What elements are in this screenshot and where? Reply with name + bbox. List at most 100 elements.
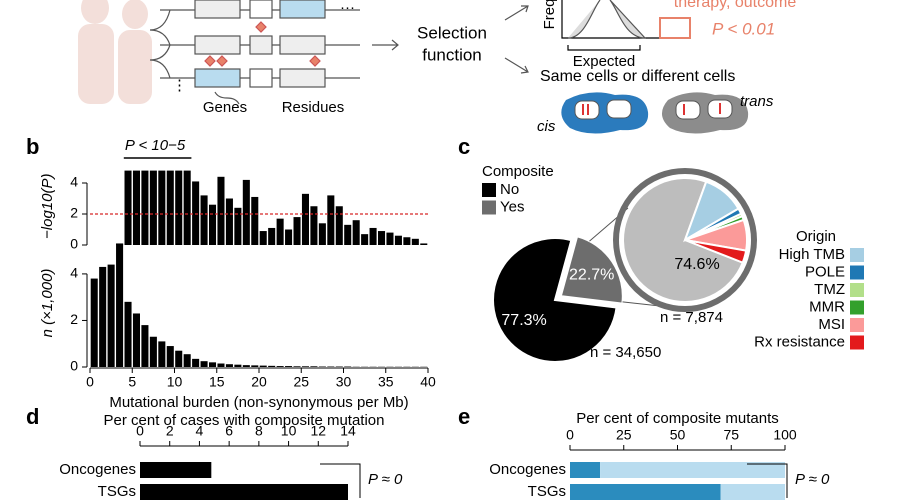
x-tick-label: 15 (209, 374, 225, 390)
panel-label: e (458, 404, 470, 429)
gene-box (194, 0, 241, 19)
bar (90, 278, 98, 367)
freq-label: Freq (541, 0, 558, 29)
bar (268, 365, 276, 367)
pie-slice (622, 177, 745, 303)
legend-label: POLE (805, 263, 845, 280)
mutation (582, 104, 589, 115)
y-axis-label: n (×1,000) (39, 269, 56, 338)
bar (124, 170, 132, 245)
x-tick-label: 8 (255, 423, 263, 439)
bar (411, 238, 419, 245)
branch (149, 9, 171, 46)
x-tick-label: 10 (167, 374, 183, 390)
mutation (683, 103, 721, 115)
therapy-label: therapy, outcome (674, 0, 797, 11)
legend-swatch (850, 318, 864, 332)
legend-label: TMZ (814, 281, 845, 298)
bar (107, 264, 115, 367)
pie-slice (559, 235, 624, 305)
x-tick-label: 4 (196, 423, 204, 439)
bar (132, 170, 140, 245)
ring (613, 168, 757, 312)
bar (132, 313, 140, 367)
y-tick-label: 2 (70, 205, 78, 221)
bracket (567, 45, 641, 51)
axis (561, 0, 690, 39)
bar (200, 195, 208, 245)
legend-swatch (482, 183, 496, 197)
bar (183, 354, 191, 367)
y-axis-label: −log10(P) (39, 174, 56, 239)
category-label: TSGs (98, 483, 136, 500)
legend-swatch (850, 265, 864, 280)
annotation: P ≈ 0 (368, 471, 403, 488)
bar (225, 364, 233, 367)
gene-box (194, 68, 241, 88)
panel-label: b (26, 134, 39, 159)
x-tick-label: 100 (773, 427, 797, 443)
ellipsis: ··· (340, 0, 355, 16)
pie-slice (492, 237, 618, 363)
bar (242, 365, 250, 367)
bar (420, 243, 428, 245)
bar (192, 181, 200, 245)
category-label: Oncogenes (59, 461, 136, 478)
bar (301, 366, 309, 367)
bar (192, 358, 200, 367)
x-tick-label: 14 (340, 423, 356, 439)
legend-title: Composite (482, 163, 554, 180)
bar (352, 220, 360, 245)
bar (600, 462, 785, 478)
x-tick-label: 6 (225, 423, 233, 439)
y-tick-label: 4 (70, 265, 78, 281)
legend-label: MSI (818, 316, 845, 333)
pie-slice (684, 239, 748, 264)
x-tick-label: 0 (566, 427, 574, 443)
x-tick-label: 2 (166, 423, 174, 439)
arrow (504, 5, 529, 74)
bar (378, 231, 386, 245)
y-tick-label: 0 (70, 236, 78, 252)
legend-title: Origin (796, 228, 836, 245)
bar (394, 235, 402, 245)
y-tick-label: 2 (70, 311, 78, 327)
annotation: P ≈ 0 (795, 471, 830, 488)
bar (158, 170, 166, 245)
bar (116, 243, 124, 367)
bar (209, 204, 217, 245)
x-tick-label: 12 (310, 423, 326, 439)
bar (183, 170, 191, 245)
bar (335, 206, 343, 245)
x-tick-label: 10 (281, 423, 297, 439)
bar (327, 195, 335, 245)
x-tick-label: 25 (616, 427, 632, 443)
bar (361, 234, 369, 245)
bar (403, 237, 411, 245)
x-tick-label: 50 (670, 427, 686, 443)
legend-swatch (850, 283, 864, 297)
bar (251, 365, 259, 367)
bar (276, 366, 284, 367)
cell-trans (661, 92, 749, 134)
bar (344, 224, 352, 245)
gene-box (279, 35, 326, 55)
trans-label: trans (740, 93, 774, 110)
legend-swatch (850, 300, 864, 315)
bar (141, 325, 149, 367)
bracket (320, 463, 361, 498)
chart-title: Per cent of composite mutants (576, 410, 779, 427)
selection-label: Selection (417, 23, 487, 42)
cis-label: cis (537, 118, 556, 135)
x-tick-label: 20 (251, 374, 267, 390)
bar (720, 484, 785, 500)
bar (310, 366, 318, 367)
legend-swatch (850, 335, 864, 350)
x-tick-label: 30 (336, 374, 352, 390)
panel-label: d (26, 404, 39, 429)
gene-box (279, 0, 326, 19)
bar (318, 223, 326, 245)
bar (141, 170, 149, 245)
bar (293, 217, 301, 245)
